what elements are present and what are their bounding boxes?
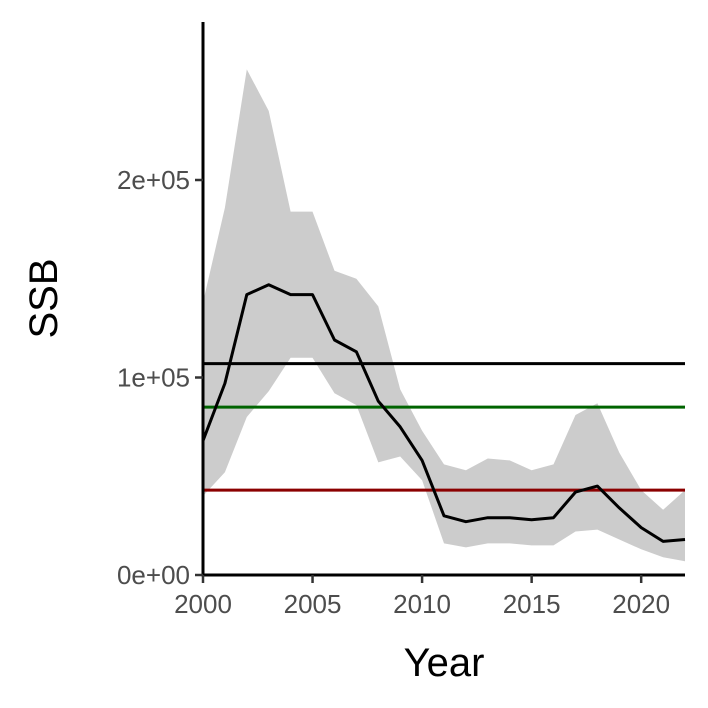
x-tick-label: 2005 — [284, 589, 342, 619]
y-axis-ticks: 0e+00 1e+05 2e+05 — [117, 165, 203, 590]
x-axis-ticks: 2000 2005 2010 2015 2020 — [174, 575, 670, 619]
plot-area — [201, 69, 686, 562]
ssb-series-line — [201, 283, 686, 543]
x-tick-label: 2020 — [612, 589, 670, 619]
x-tick-label: 2015 — [503, 589, 561, 619]
y-tick-label: 2e+05 — [117, 165, 190, 195]
x-tick-label: 2010 — [393, 589, 451, 619]
y-axis-title: SSB — [22, 258, 66, 338]
y-tick-label: 1e+05 — [117, 363, 190, 393]
confidence-band — [203, 69, 685, 562]
x-axis-title: Year — [404, 641, 485, 685]
reference-lines — [203, 362, 685, 492]
x-tick-label: 2000 — [174, 589, 232, 619]
y-tick-label: 0e+00 — [117, 560, 190, 590]
